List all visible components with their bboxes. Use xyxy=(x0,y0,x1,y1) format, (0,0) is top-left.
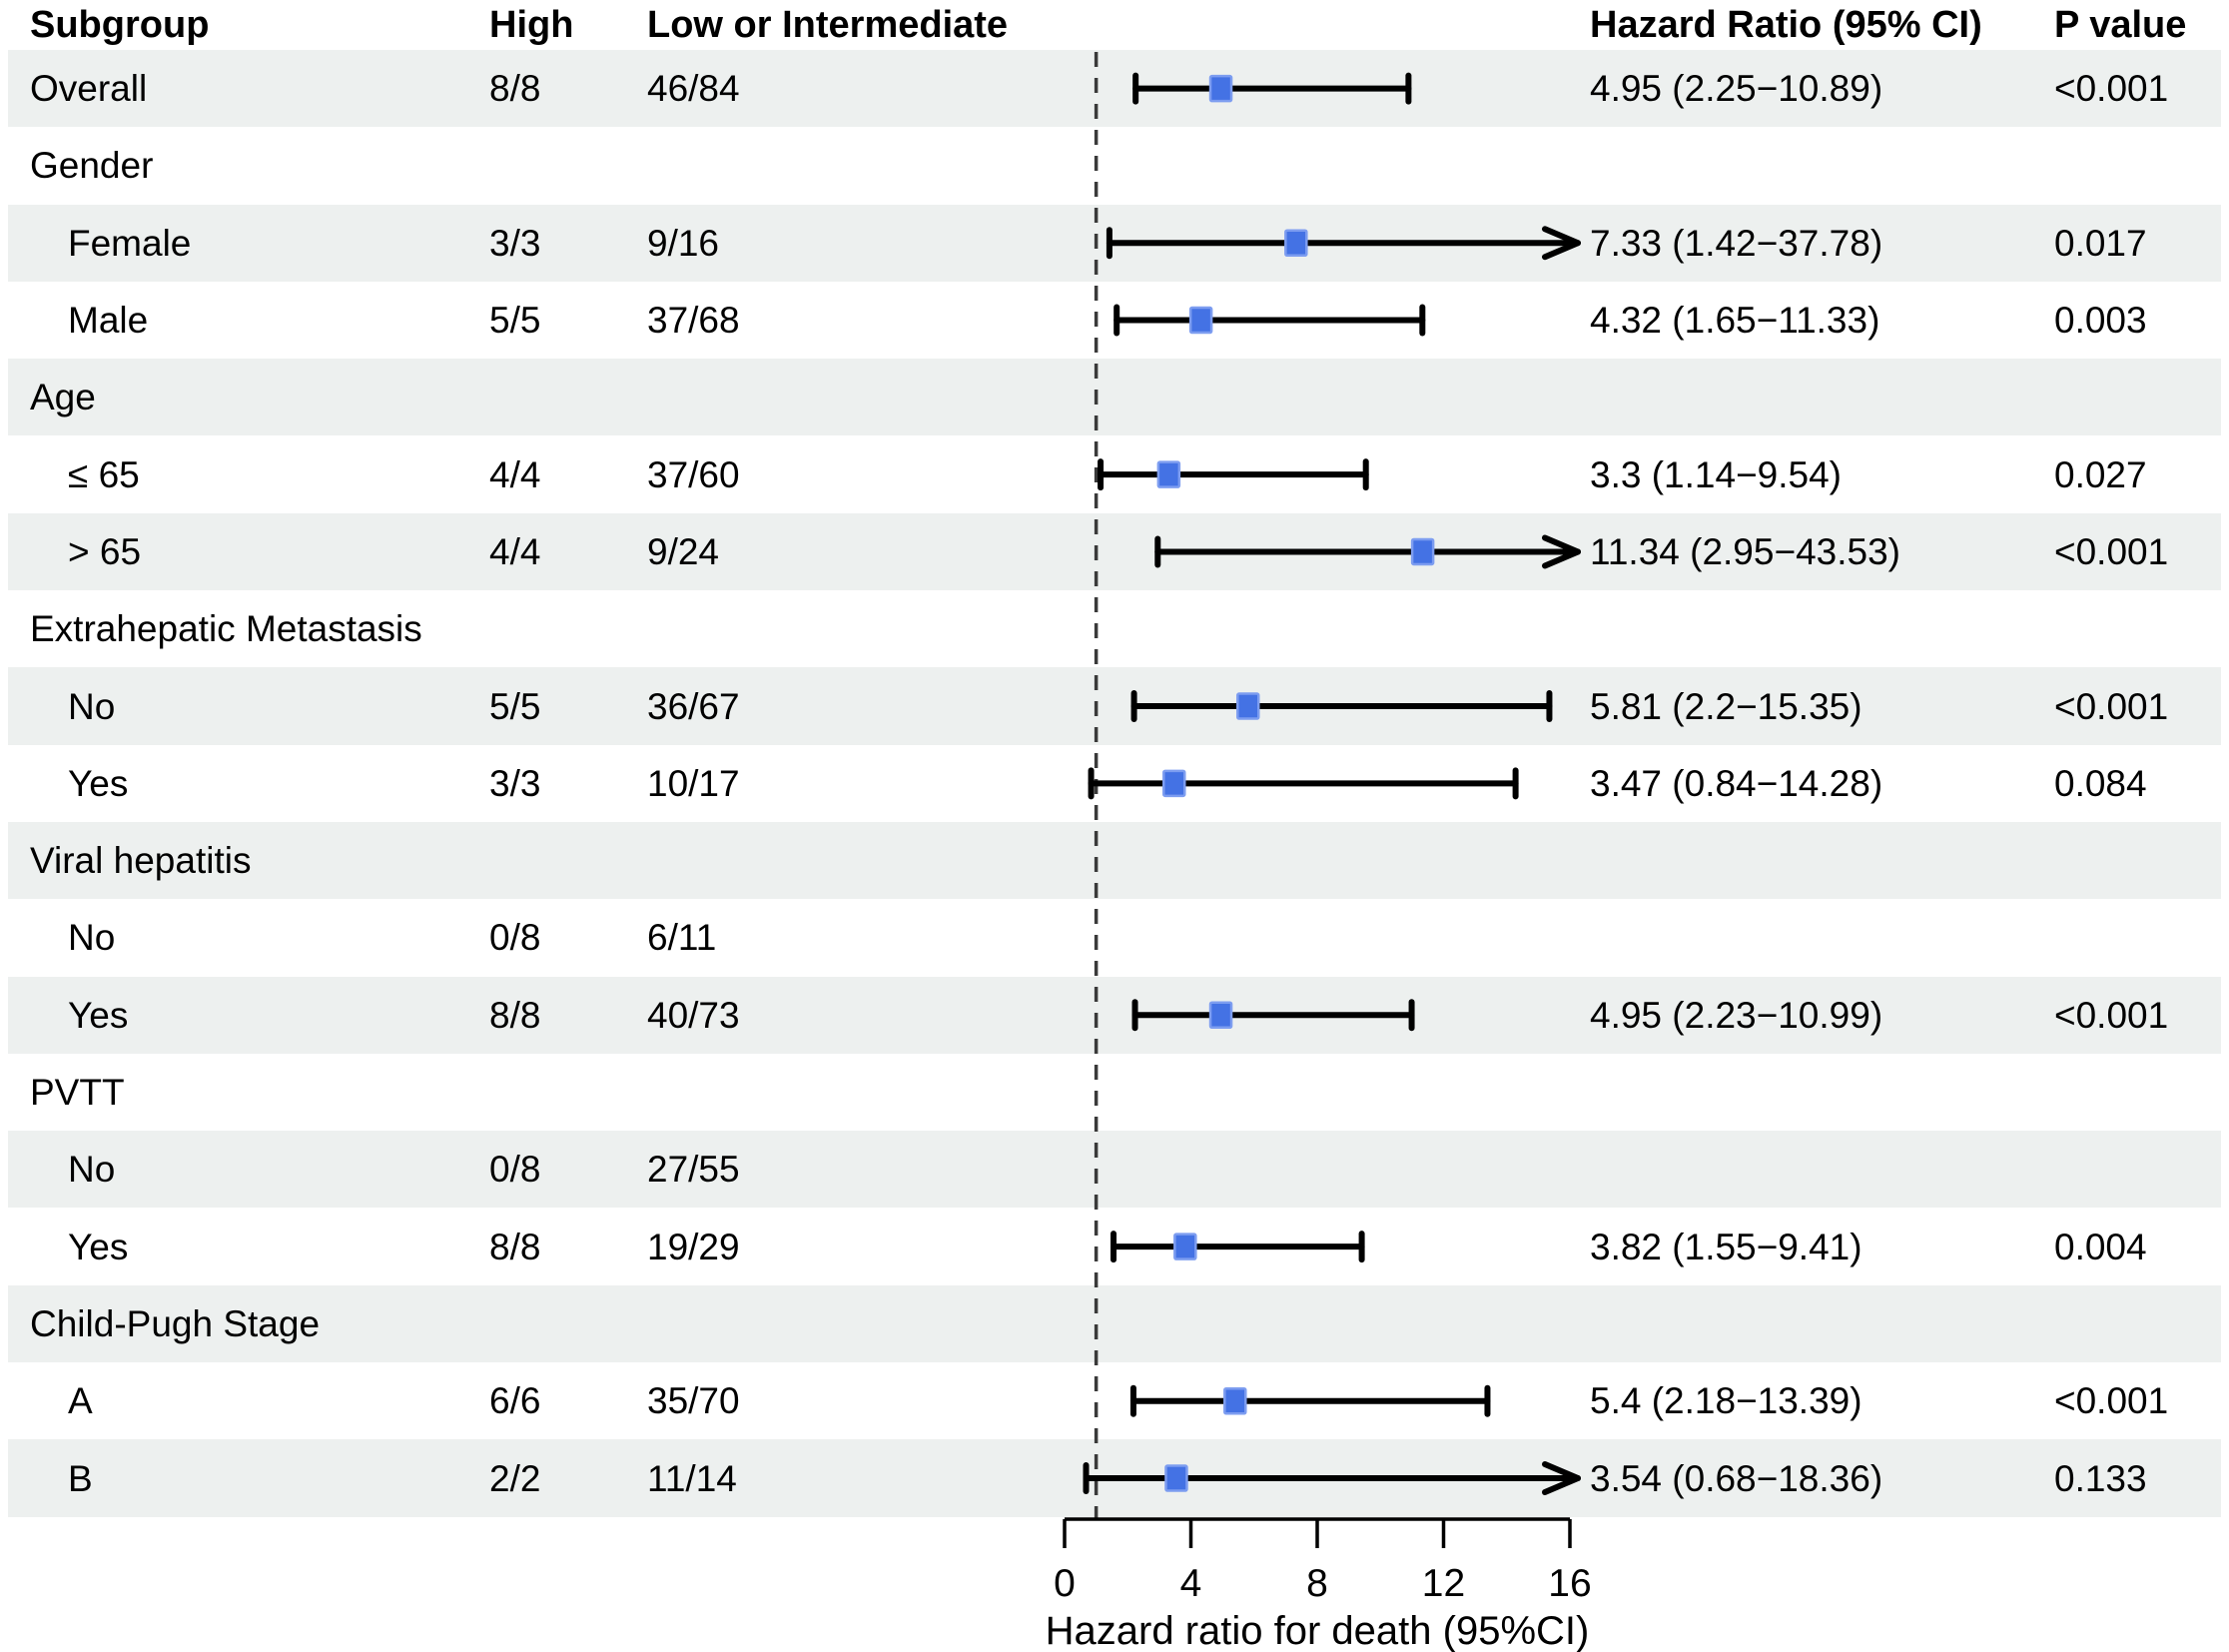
low-intermediate-count: 37/68 xyxy=(647,300,740,342)
p-value: <0.001 xyxy=(2054,1380,2169,1422)
low-intermediate-count: 19/29 xyxy=(647,1226,740,1267)
hazard-ratio-value: 3.3 (1.14−9.54) xyxy=(1590,453,1842,495)
hazard-ratio-value: 3.47 (0.84−14.28) xyxy=(1590,762,1883,804)
x-axis-tick-label: 12 xyxy=(1422,1562,1465,1605)
low-intermediate-count: 9/24 xyxy=(647,530,720,572)
p-value: 0.133 xyxy=(2054,1457,2147,1499)
subgroup-label: A xyxy=(68,1380,93,1422)
hazard-ratio-marker xyxy=(1156,460,1181,488)
p-value: 0.003 xyxy=(2054,300,2147,342)
hazard-ratio-marker xyxy=(1223,1387,1247,1415)
p-value: 0.004 xyxy=(2054,1226,2147,1267)
column-header-low-or-intermediate: Low or Intermediate xyxy=(647,3,1009,46)
low-intermediate-count: 37/60 xyxy=(647,453,740,495)
x-axis-tick-label: 4 xyxy=(1180,1562,1202,1605)
group-label: Gender xyxy=(30,145,154,187)
subgroup-label: Yes xyxy=(68,994,129,1036)
high-count: 6/6 xyxy=(489,1380,541,1422)
row-band xyxy=(8,204,2221,282)
high-count: 8/8 xyxy=(489,68,541,110)
high-count: 5/5 xyxy=(489,685,541,727)
subgroup-label: Male xyxy=(68,300,149,342)
group-label: Viral hepatitis xyxy=(30,840,252,882)
high-count: 3/3 xyxy=(489,222,541,264)
column-header-hazard-ratio: Hazard Ratio (95% CI) xyxy=(1590,3,1982,46)
high-count: 4/4 xyxy=(489,530,541,572)
p-value: <0.001 xyxy=(2054,685,2169,727)
hazard-ratio-value: 3.54 (0.68−18.36) xyxy=(1590,1457,1883,1499)
row-band xyxy=(8,512,2221,591)
row-band xyxy=(8,822,2221,900)
high-count: 0/8 xyxy=(489,1149,541,1191)
low-intermediate-count: 11/14 xyxy=(647,1457,737,1499)
subgroup-label: Female xyxy=(68,222,192,264)
subgroup-label: Overall xyxy=(30,68,148,110)
group-label: Child-Pugh Stage xyxy=(30,1302,321,1344)
row-band xyxy=(8,1284,2221,1363)
x-axis-tick-label: 16 xyxy=(1548,1562,1591,1605)
p-value: 0.084 xyxy=(2054,762,2147,804)
row-band xyxy=(8,50,2221,128)
p-value: <0.001 xyxy=(2054,68,2169,110)
high-count: 4/4 xyxy=(489,453,541,495)
p-value: 0.027 xyxy=(2054,453,2147,495)
x-axis-tick-label: 0 xyxy=(1054,1562,1076,1605)
hazard-ratio-value: 5.81 (2.2−15.35) xyxy=(1590,685,1862,727)
low-intermediate-count: 6/11 xyxy=(647,917,717,959)
low-intermediate-count: 27/55 xyxy=(647,1149,740,1191)
row-band xyxy=(8,667,2221,745)
group-label: Age xyxy=(30,377,96,418)
subgroup-label: Yes xyxy=(68,762,129,804)
subgroup-label: No xyxy=(68,1149,116,1191)
subgroup-label: Yes xyxy=(68,1226,129,1267)
low-intermediate-count: 35/70 xyxy=(647,1380,740,1422)
high-count: 0/8 xyxy=(489,917,541,959)
high-count: 5/5 xyxy=(489,300,541,342)
hazard-ratio-marker xyxy=(1161,769,1186,798)
x-axis-title: Hazard ratio for death (95%CI) xyxy=(1046,1609,1590,1652)
column-header-p-value: P value xyxy=(2054,3,2187,46)
hazard-ratio-value: 7.33 (1.42−37.78) xyxy=(1590,222,1883,264)
subgroup-label: B xyxy=(68,1457,93,1499)
hazard-ratio-marker xyxy=(1188,306,1213,335)
low-intermediate-count: 40/73 xyxy=(647,994,740,1036)
row-band xyxy=(8,1131,2221,1209)
row-band xyxy=(8,976,2221,1054)
hazard-ratio-value: 4.32 (1.65−11.33) xyxy=(1590,300,1880,342)
high-count: 3/3 xyxy=(489,762,541,804)
subgroup-label: No xyxy=(68,917,116,959)
hazard-ratio-value: 4.95 (2.23−10.99) xyxy=(1590,994,1883,1036)
subgroup-label: ≤ 65 xyxy=(68,453,140,495)
hazard-ratio-value: 5.4 (2.18−13.39) xyxy=(1590,1380,1862,1422)
row-band xyxy=(8,359,2221,436)
group-label: Extrahepatic Metastasis xyxy=(30,608,422,650)
high-count: 8/8 xyxy=(489,994,541,1036)
hazard-ratio-value: 11.34 (2.95−43.53) xyxy=(1590,530,1900,572)
subgroup-label: No xyxy=(68,685,116,727)
p-value: <0.001 xyxy=(2054,530,2169,572)
low-intermediate-count: 36/67 xyxy=(647,685,740,727)
hazard-ratio-value: 4.95 (2.25−10.89) xyxy=(1590,68,1883,110)
high-count: 8/8 xyxy=(489,1226,541,1267)
group-label: PVTT xyxy=(30,1072,125,1114)
x-axis-tick-label: 8 xyxy=(1306,1562,1328,1605)
column-header-high: High xyxy=(489,3,574,46)
p-value: <0.001 xyxy=(2054,994,2169,1036)
low-intermediate-count: 9/16 xyxy=(647,222,720,264)
row-band xyxy=(8,1439,2221,1517)
low-intermediate-count: 10/17 xyxy=(647,762,740,804)
high-count: 2/2 xyxy=(489,1457,541,1499)
p-value: 0.017 xyxy=(2054,222,2147,264)
low-intermediate-count: 46/84 xyxy=(647,68,740,110)
hazard-ratio-marker xyxy=(1173,1233,1197,1260)
hazard-ratio-value: 3.82 (1.55−9.41) xyxy=(1590,1226,1862,1267)
subgroup-label: > 65 xyxy=(68,530,142,572)
column-header-subgroup: Subgroup xyxy=(30,3,210,46)
